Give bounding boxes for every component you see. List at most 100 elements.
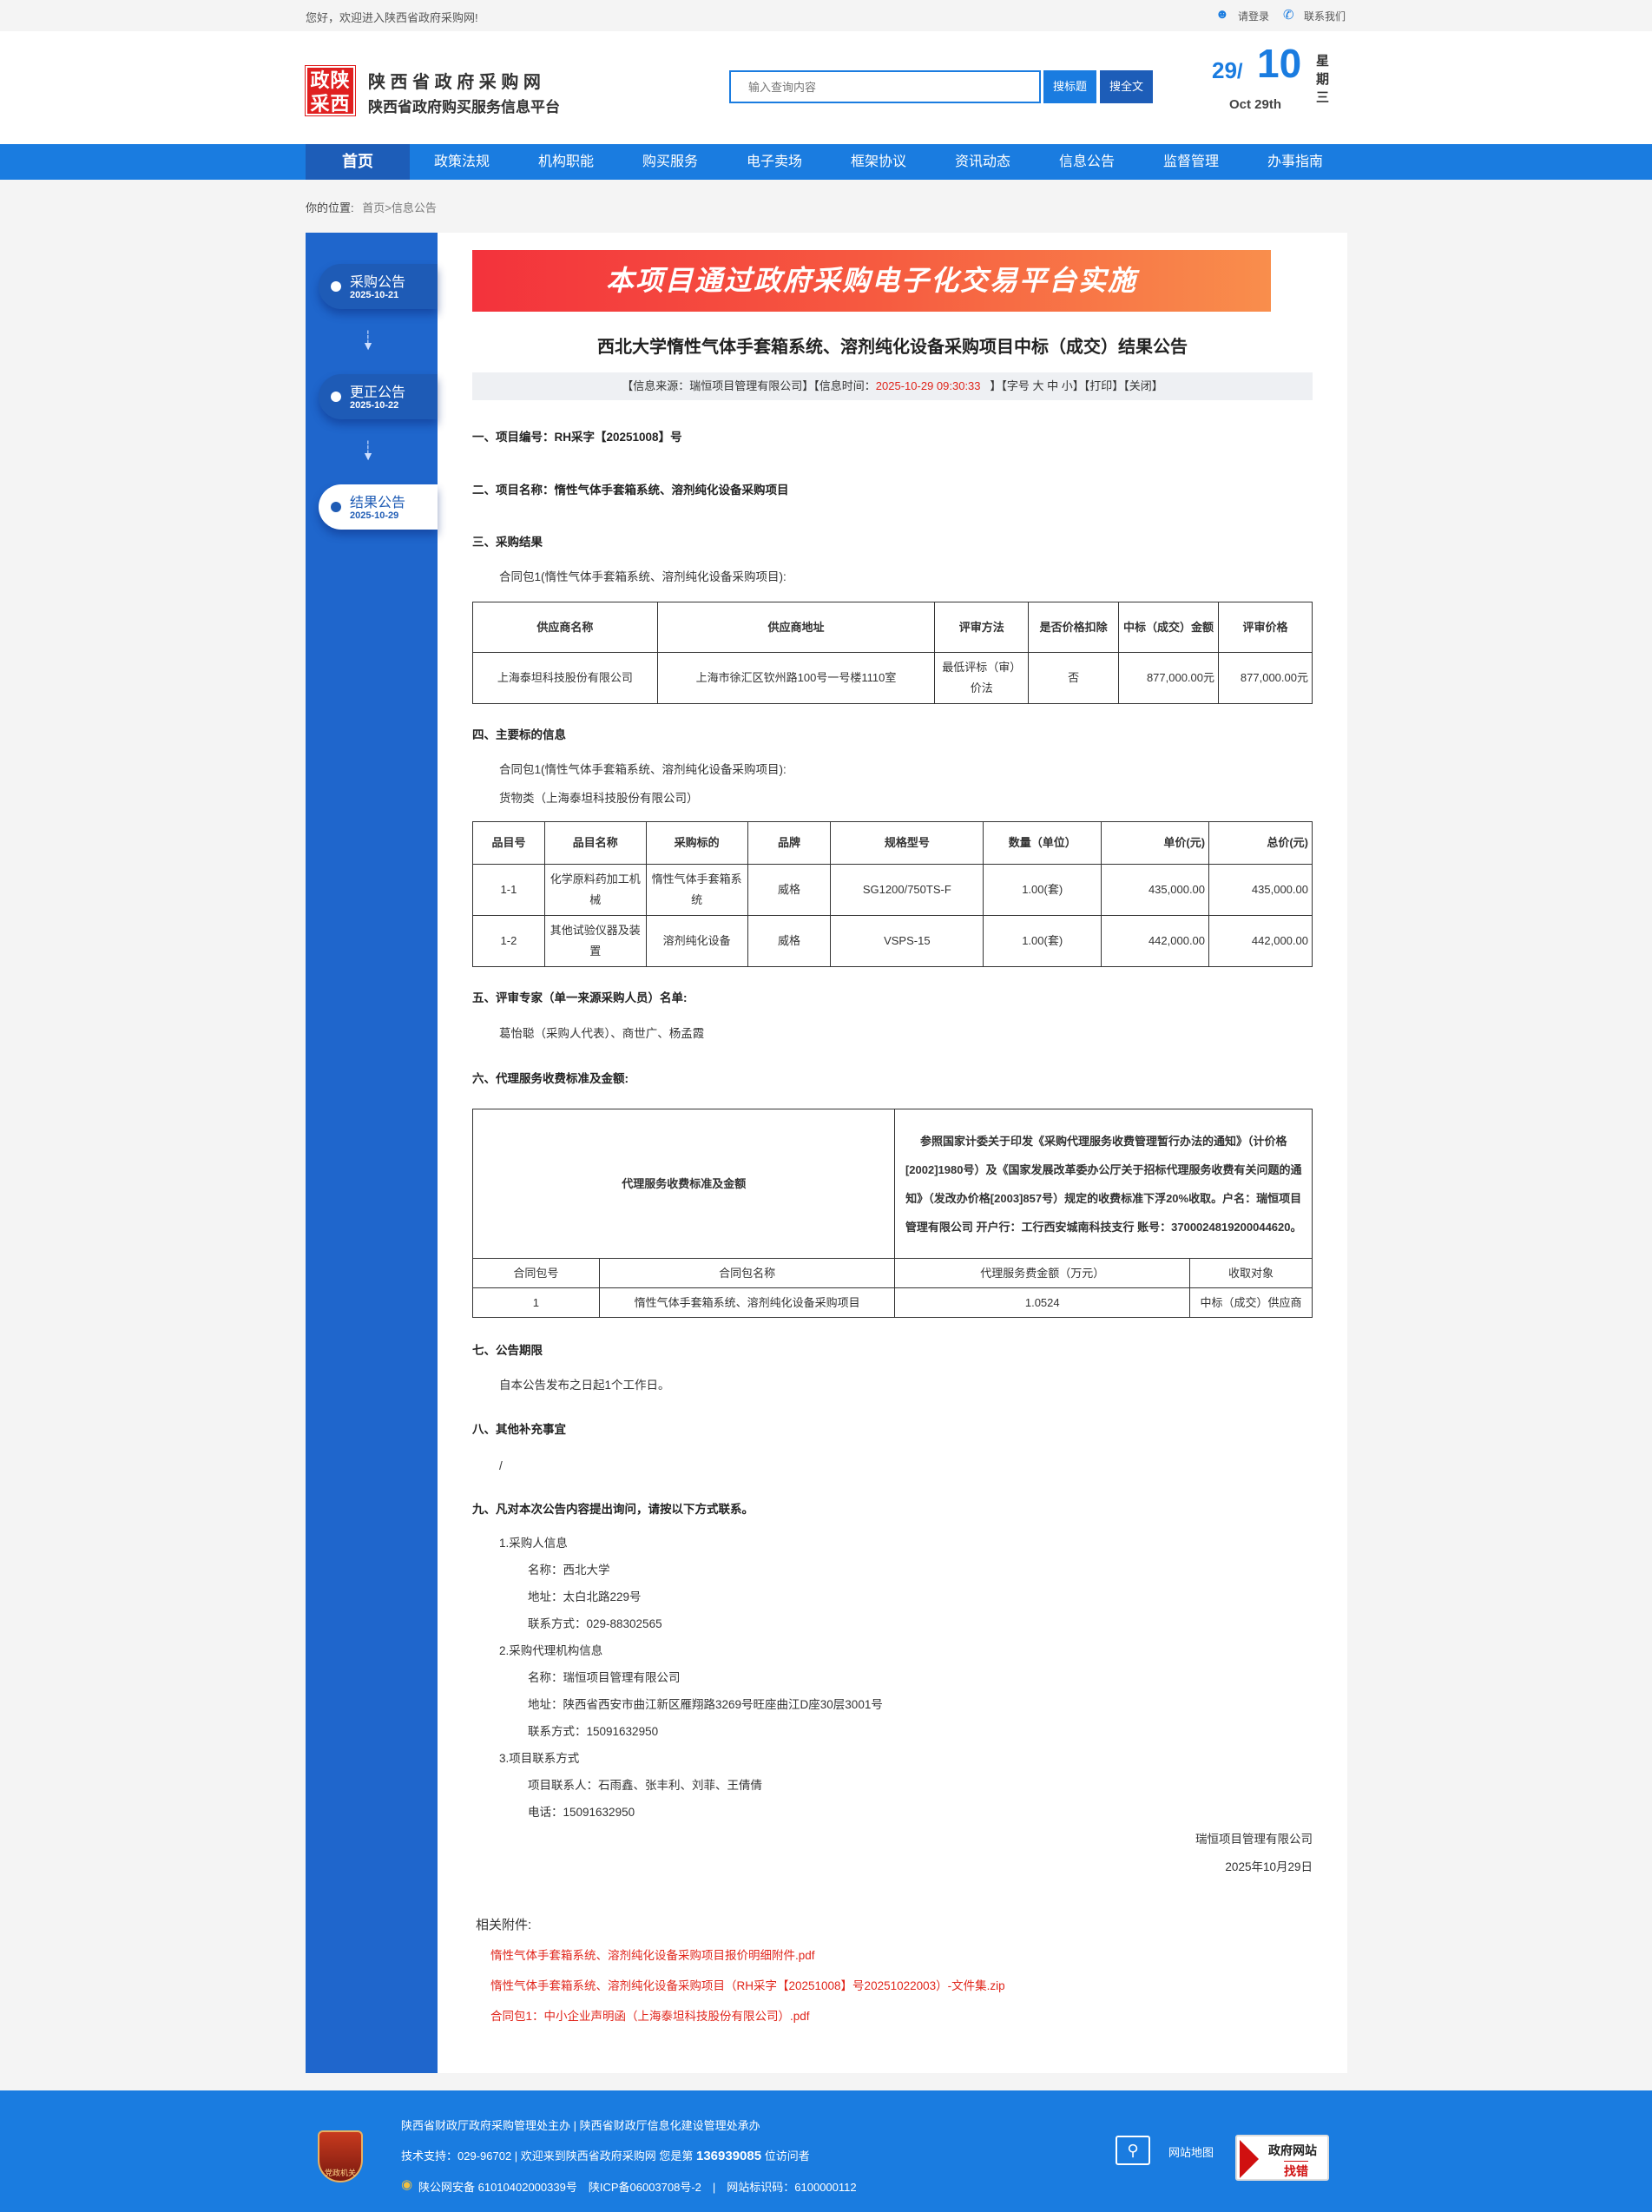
column-header: 数量（单位） [983,821,1102,865]
nav-institution[interactable]: 机构职能 [537,155,594,169]
cell: 877,000.00元 [1218,652,1313,704]
purchaser-name: 名称：西北大学 [528,1564,610,1577]
cell: 1 [472,1287,600,1318]
attachment-link[interactable]: 惰性气体手套箱系统、溶剂纯化设备采购项目报价明细附件.pdf [490,1949,815,1962]
column-header: 收取对象 [1189,1258,1313,1288]
e-platform-banner: 本项目通过政府采购电子化交易平台实施 [472,250,1271,312]
breadcrumb: 你的位置: 首页>信息公告 [306,199,437,215]
breadcrumb-label: 你的位置: [306,201,354,214]
cell: 惰性气体手套箱系统 [645,864,748,916]
login-link[interactable]: 请登录 [1238,10,1270,23]
column-header: 评审方法 [934,602,1030,653]
package-label: 合同包1(惰性气体手套箱系统、溶剂纯化设备采购项目): [499,763,787,776]
cell: 否 [1028,652,1120,704]
column-header: 是否价格扣除 [1028,602,1120,653]
search-fulltext-button[interactable]: 搜全文 [1100,70,1153,103]
site-logo[interactable]: 政陕采西 [305,65,356,116]
main-nav: 首页 政策法规 机构职能 购买服务 电子卖场 框架协议 资讯动态 信息公告 监督… [0,144,1652,180]
signature: 瑞恒项目管理有限公司 2025年10月29日 [472,1826,1313,1881]
cell: 中标（成交）供应商 [1189,1287,1313,1318]
cell: 其他试验仪器及装置 [543,915,647,967]
footer-registration[interactable]: 陕公网安备 61010402000339号 陕ICP备06003708号-2 |… [418,2181,857,2194]
error-report-button[interactable]: 政府网站 找错 [1235,2135,1329,2181]
attachment-link[interactable]: 合同包1：中小企业声明函（上海泰坦科技股份有限公司）.pdf [490,2010,810,2023]
header: 政陕采西 陕 西 省 政 府 采 购 网 陕西省政府购买服务信息平台 搜标题 搜… [0,31,1652,144]
column-header: 合同包号 [472,1258,600,1288]
timeline-item-correction-notice[interactable]: 更正公告 2025-10-22 [319,374,438,419]
cell: 最低评标（审）价法 [934,652,1030,704]
project-contact-heading: 3.项目联系方式 [499,1752,580,1765]
nav-news[interactable]: 资讯动态 [954,155,1010,169]
visitor-count: 136939085 [696,2149,762,2163]
section-contact-heading: 九、凡对本次公告内容提出询问，请按以下方式联系。 [472,1503,754,1516]
project-contacts: 项目联系人：石雨鑫、张丰利、刘菲、王倩倩 [528,1779,762,1792]
footer-support: 技术支持：029-96702 | 欢迎来到陕西省政府采购网 您是第 136939… [401,2147,810,2163]
column-header: 代理服务费金额（万元） [894,1258,1191,1288]
dot-icon [331,502,341,512]
nav-framework[interactable]: 框架协议 [850,155,906,169]
search-title-button[interactable]: 搜标题 [1043,70,1096,103]
cell: 1.0524 [894,1287,1191,1318]
timeline-item-result-notice[interactable]: 结果公告 2025-10-29 [319,484,438,530]
party-government-badge[interactable]: 党政机关 [318,2130,363,2182]
timeline-item-purchase-notice[interactable]: 采购公告 2025-10-21 [319,264,438,309]
signature-date: 2025年10月29日 [1225,1860,1313,1873]
result-table: 供应商名称 供应商地址 评审方法 是否价格扣除 中标（成交）金额 评审价格 上海… [472,602,1313,704]
contact-link[interactable]: 联系我们 [1304,10,1346,23]
date-month: 10 [1257,41,1302,86]
info-bar: 【信息来源：瑞恒项目管理有限公司】【信息时间：2025-10-29 09:30:… [472,372,1313,400]
cell: 溶剂纯化设备 [645,915,748,967]
nav-e-mall[interactable]: 电子卖场 [746,155,802,169]
agency-heading: 2.采购代理机构信息 [499,1644,603,1657]
cell: 威格 [747,915,832,967]
arrow-down-icon: ┆ ▼ [362,440,374,463]
column-header: 中标（成交）金额 [1118,602,1220,653]
section-items-heading: 四、主要标的信息 [472,728,566,741]
contact-info: 1.采购人信息 名称：西北大学 地址：太白北路229号 联系方式：029-883… [472,1530,1313,1826]
user-icon: ☻ [1215,7,1229,22]
cell: 435,000.00 [1101,864,1210,916]
table-row: 上海泰坦科技股份有限公司 上海市徐汇区钦州路100号一号楼1110室 最低评标（… [472,652,1313,704]
items-table: 品目号 品目名称 采购标的 品牌 规格型号 数量（单位） 单价(元) 总价(元)… [472,821,1313,967]
attachments-label: 相关附件: [476,1918,532,1932]
nav-guide[interactable]: 办事指南 [1267,155,1323,169]
info-tools[interactable]: 】【字号 大 中 小】【打印】【关闭】 [990,379,1163,392]
breadcrumb-home[interactable]: 首页 [362,201,385,214]
info-source: 【信息来源：瑞恒项目管理有限公司】【信息时间： [622,379,876,392]
section-fee-heading: 六、代理服务收费标准及金额: [472,1072,629,1085]
timeline-sidebar: 采购公告 2025-10-21 ┆ ▼ 更正公告 2025-10-22 ┆ ▼ 结果… [306,233,438,2073]
sitemap-link[interactable]: 网站地图 [1168,2146,1214,2159]
map-icon[interactable]: ⚲ [1116,2136,1150,2165]
fee-table: 代理服务收费标准及金额 参照国家计委关于印发《采购代理服务收费管理暂行办法的通知… [471,1109,1313,1318]
phone-icon: ✆ [1283,8,1294,23]
timeline-title: 采购公告 [350,275,406,290]
error-report-top: 政府网站 [1268,2143,1317,2157]
signature-org: 瑞恒项目管理有限公司 [1195,1833,1313,1846]
nav-supervision[interactable]: 监督管理 [1162,155,1219,169]
welcome-text: 您好，欢迎进入陕西省政府采购网! [306,11,478,24]
purchaser-phone: 联系方式：029-88302565 [528,1617,662,1630]
weekday: 星期三 [1316,54,1330,105]
cell: 442,000.00 [1208,915,1313,967]
support-text-tail: 位访问者 [761,2149,810,2163]
nav-announcements[interactable]: 信息公告 [1058,155,1115,169]
breadcrumb-current[interactable]: >信息公告 [385,201,437,214]
nav-purchase-service[interactable]: 购买服务 [642,155,698,169]
period-text: 自本公告发布之日起1个工作日。 [499,1379,670,1392]
fee-description: 参照国家计委关于印发《采购代理服务收费管理暂行办法的通知》（计价格[2002]1… [894,1109,1313,1259]
table-row: 1-2 其他试验仪器及装置 溶剂纯化设备 威格 VSPS-15 1.00(套) … [472,915,1313,967]
column-header: 品目名称 [543,821,647,865]
cell: 1-2 [472,915,545,967]
site-subtitle: 陕西省政府购买服务信息平台 [368,99,560,115]
cell: 威格 [747,864,832,916]
date-day: 29/ [1212,57,1243,83]
cell: SG1200/750TS-F [830,864,984,916]
search-input[interactable] [729,70,1041,103]
cell: 1.00(套) [983,864,1102,916]
other-text: / [499,1459,503,1472]
attachment-link[interactable]: 惰性气体手套箱系统、溶剂纯化设备采购项目（RH采字【20251008】号2025… [490,1979,1005,1992]
table-row: 1 惰性气体手套箱系统、溶剂纯化设备采购项目 1.0524 中标（成交）供应商 [472,1287,1313,1318]
nav-policy[interactable]: 政策法规 [433,155,490,169]
error-report-bottom: 找错 [1284,2161,1308,2180]
nav-home[interactable]: 首页 [306,144,410,180]
